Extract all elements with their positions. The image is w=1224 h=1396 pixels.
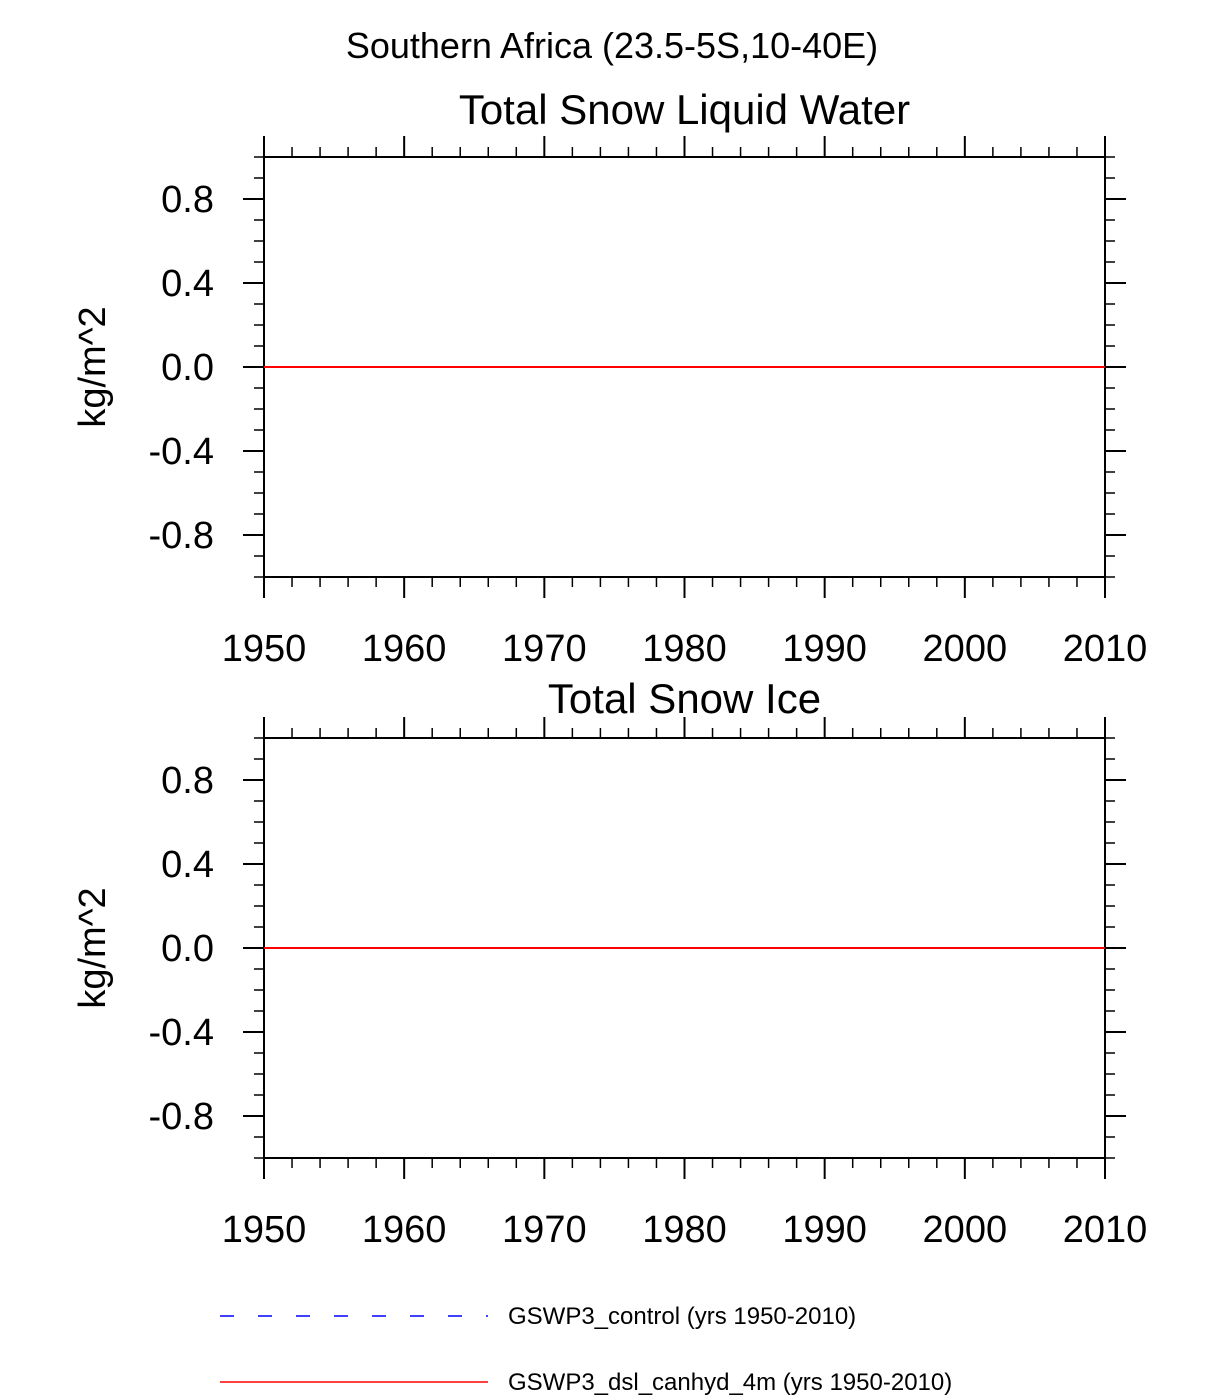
x-tick-label: 1970 [502, 628, 587, 670]
y-tick-label: 0.0 [161, 928, 214, 970]
x-tick-label: 1980 [642, 1209, 727, 1251]
x-tick-label: 1990 [782, 1209, 867, 1251]
legend-label: GSWP3_dsl_canhyd_4m (yrs 1950-2010) [508, 1369, 952, 1396]
legend: GSWP3_control (yrs 1950-2010) GSWP3_dsl_c… [220, 1303, 952, 1396]
figure-title: Southern Africa (23.5-5S,10-40E) [346, 25, 878, 66]
y-tick-label: 0.0 [161, 347, 214, 389]
y-tick-label: 0.4 [161, 844, 214, 886]
y-tick-label: 0.4 [161, 263, 214, 305]
y-axis-label: kg/m^2 [72, 306, 114, 427]
x-tick-label: 2010 [1063, 1209, 1148, 1251]
y-tick-label: -0.4 [149, 1012, 214, 1054]
panel-title: Total Snow Ice [548, 675, 821, 722]
panel-title: Total Snow Liquid Water [459, 86, 910, 133]
x-tick-label: 2000 [923, 628, 1008, 670]
y-tick-label: -0.8 [149, 515, 214, 557]
y-tick-label: 0.8 [161, 179, 214, 221]
x-tick-label: 1990 [782, 628, 867, 670]
y-tick-label: 0.8 [161, 760, 214, 802]
y-tick-label: -0.4 [149, 431, 214, 473]
x-tick-label: 2010 [1063, 628, 1148, 670]
x-tick-label: 1950 [222, 628, 307, 670]
y-axis-label: kg/m^2 [72, 887, 114, 1008]
x-tick-label: 2000 [923, 1209, 1008, 1251]
x-tick-label: 1970 [502, 1209, 587, 1251]
x-tick-label: 1950 [222, 1209, 307, 1251]
chart-panel-snow-ice: Total Snow Ice 1950 1960 1970 1980 1990 2000 20… [72, 675, 1147, 1251]
legend-label: GSWP3_control (yrs 1950-2010) [508, 1303, 856, 1330]
x-tick-label: 1960 [362, 628, 447, 670]
y-tick-label: -0.8 [149, 1096, 214, 1138]
chart-panel-snow-liquid-water: Total Snow Liquid Water 1950 1960 1970 1980 1… [72, 86, 1147, 670]
x-tick-label: 1980 [642, 628, 727, 670]
x-tick-label: 1960 [362, 1209, 447, 1251]
